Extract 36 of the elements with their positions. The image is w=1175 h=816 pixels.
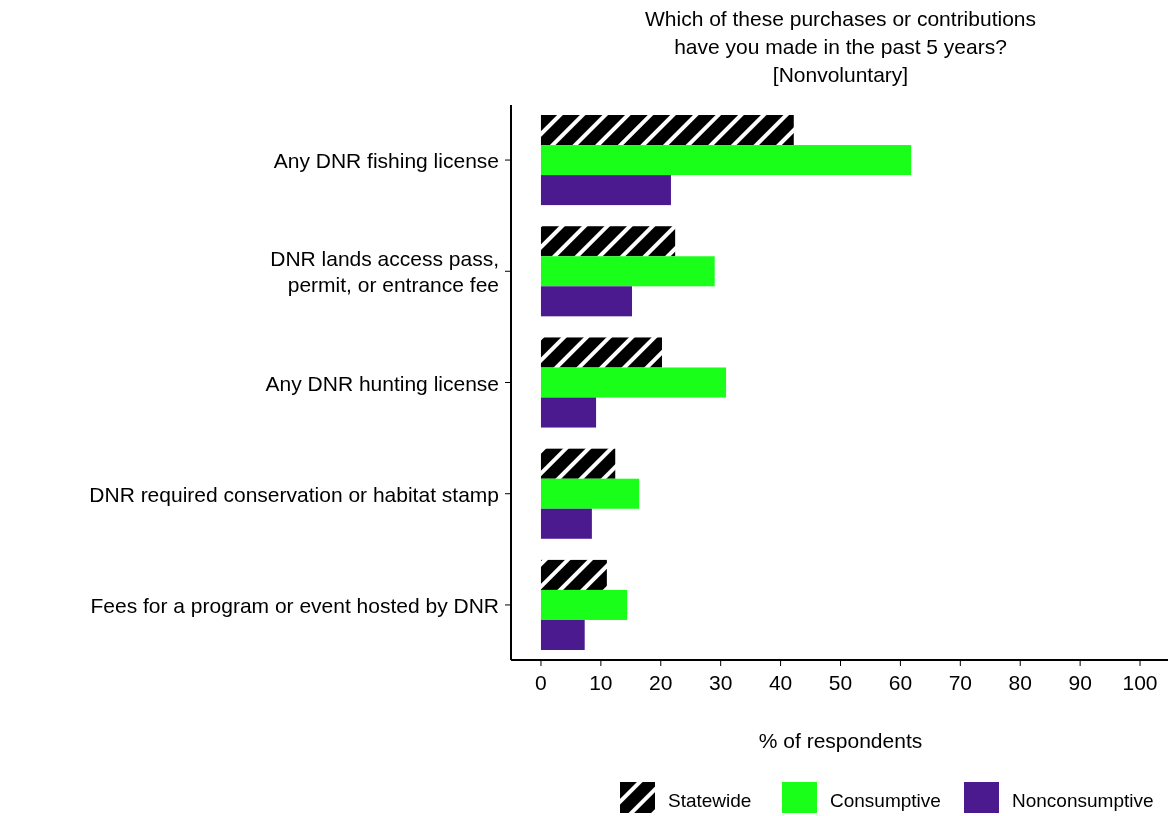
legend-label: Statewide [668,789,752,811]
bar [540,478,640,509]
x-tick-label: 50 [828,671,853,694]
x-tick-label: 80 [1008,671,1032,694]
legend-label: Consumptive [830,789,941,811]
bar [540,559,607,590]
bar [540,448,616,479]
bar [540,337,662,368]
bar [540,508,592,539]
x-axis-title: % of respondents [758,729,923,752]
x-tick-label: 90 [1068,671,1092,694]
y-tick-label: Any DNR hunting license [265,371,499,394]
x-tick-label: 10 [589,671,613,694]
bar [540,367,727,398]
x-tick-label: 0 [535,671,547,694]
bar [540,619,585,650]
bar [540,589,628,620]
x-tick-label: 60 [888,671,913,694]
x-tick-label: 100 [1122,671,1158,694]
legend-label: Nonconsumptive [1012,789,1154,811]
bar [540,115,794,146]
bar [540,286,633,317]
y-tick-label: Fees for a program or event hosted by DNR [90,593,499,617]
x-tick-label: 30 [709,671,733,694]
bar [540,175,671,206]
x-tick-label: 70 [948,671,972,694]
bar [540,397,597,428]
chart-title: Which of these purchases or contributions have you made in the past 5 years? [Nonvoluntary] [644,7,1037,86]
y-tick-label: DNR lands access pass, permit, or entrance fee [270,246,499,296]
x-tick-label: 40 [768,671,793,694]
bar [540,226,676,257]
bar [540,256,715,287]
x-tick-label: 20 [649,671,673,694]
bar [540,145,912,176]
y-tick-label: Any DNR fishing license [273,148,499,172]
y-tick-label: DNR required conservation or habitat stamp [89,482,499,506]
